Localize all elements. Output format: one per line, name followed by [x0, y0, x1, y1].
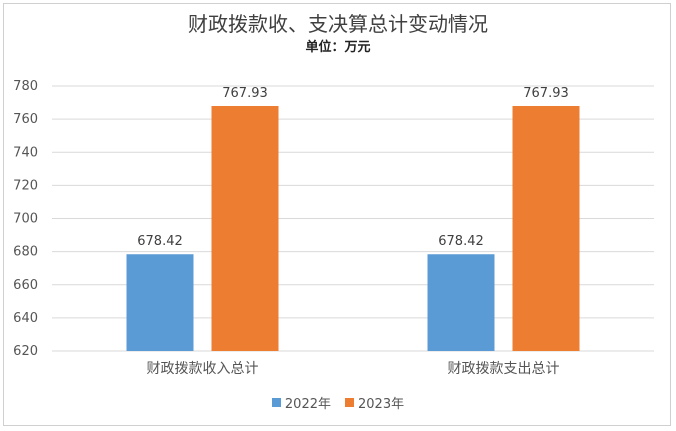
chart-title: 财政拨款收、支决算总计变动情况	[188, 12, 488, 36]
legend: 2022年 2023年	[0, 393, 676, 412]
x-category-label: 财政拨款支出总计	[448, 361, 560, 377]
y-tick-label: 660	[13, 278, 38, 293]
chart-subtitle: 单位：万元	[305, 40, 371, 55]
bar	[512, 105, 580, 351]
y-tick-label: 760	[13, 112, 38, 127]
y-tick-label: 740	[13, 145, 38, 160]
legend-item-2022: 2022年	[271, 393, 331, 412]
bar	[427, 254, 495, 351]
bar	[211, 105, 279, 351]
y-tick-label: 680	[13, 245, 38, 260]
y-tick-label: 640	[13, 311, 38, 326]
legend-label-2023: 2023年	[358, 397, 405, 412]
data-label: 678.42	[137, 234, 183, 249]
bar	[126, 254, 194, 351]
y-tick-label: 780	[13, 79, 38, 94]
y-tick-label: 700	[13, 212, 38, 227]
x-category-label: 财政拨款收入总计	[147, 361, 259, 377]
y-tick-label: 620	[13, 344, 38, 359]
y-tick-label: 720	[13, 178, 38, 193]
legend-item-2023: 2023年	[345, 393, 404, 412]
data-label: 678.42	[438, 234, 484, 249]
legend-label-2022: 2022年	[284, 397, 331, 412]
data-label: 767.93	[222, 86, 268, 101]
legend-swatch-2023	[345, 398, 354, 407]
legend-swatch-2022	[271, 398, 281, 407]
data-label: 767.93	[523, 86, 569, 101]
